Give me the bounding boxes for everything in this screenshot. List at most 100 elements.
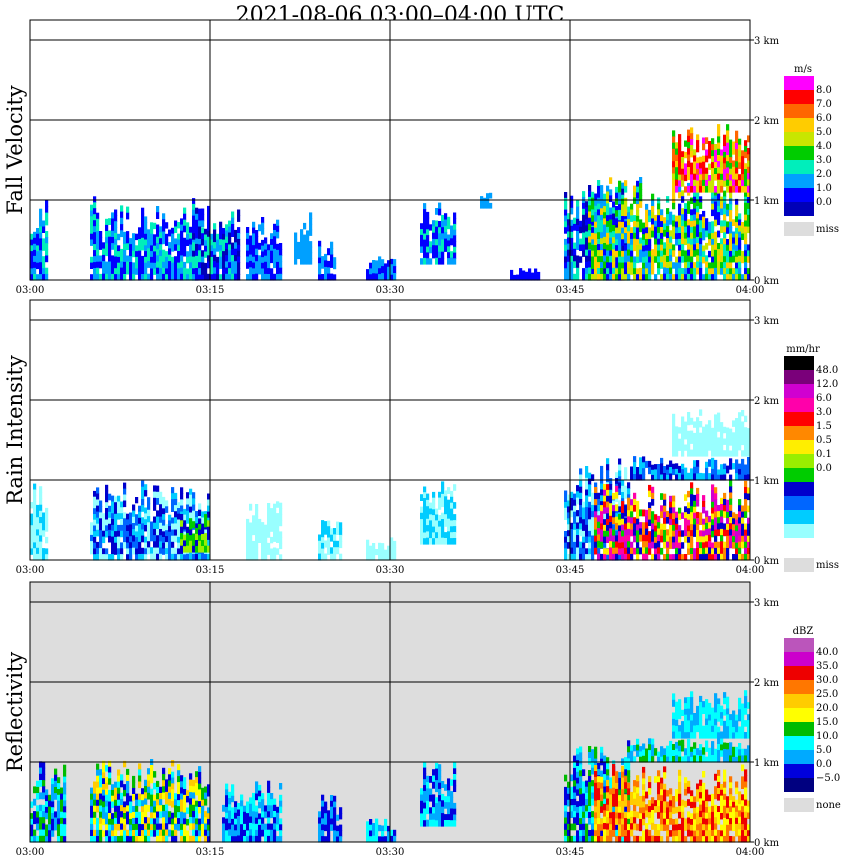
data-cell [51,784,55,791]
legend-swatch [784,510,814,524]
data-cell [228,268,232,275]
data-cell [696,417,700,425]
data-cell [108,766,112,774]
data-cell [723,250,727,257]
data-cell [441,781,445,788]
data-cell [96,781,100,789]
data-cell [177,256,181,264]
data-cell [165,239,169,246]
data-cell [204,817,208,825]
data-cell [564,227,568,234]
data-cell [450,257,454,265]
data-cell [279,249,283,256]
data-cell [597,209,601,216]
data-cell [675,173,679,181]
data-cell [741,553,745,561]
data-cell [384,274,388,281]
data-cell [741,222,745,229]
data-cell [60,817,64,825]
data-cell [744,541,748,549]
data-cell [441,257,445,265]
data-cell [702,216,706,224]
data-cell [600,262,604,269]
data-cell [162,786,166,794]
data-cell [99,231,103,238]
data-cell [255,793,259,801]
data-cell [642,509,646,517]
data-cell [744,174,748,182]
data-cell [117,530,121,538]
data-cell [63,818,67,825]
data-cell [297,253,301,260]
data-cell [621,227,625,235]
data-cell [624,233,628,240]
data-cell [594,215,598,223]
data-cell [444,213,448,221]
data-cell [648,250,652,258]
data-cell [621,812,625,820]
data-cell [432,220,436,228]
data-cell [144,239,148,246]
data-cell [426,512,430,520]
data-cell [621,795,625,802]
data-cell [255,230,259,237]
data-cell [138,799,142,807]
data-cell [192,516,196,524]
data-cell [144,823,148,831]
data-cell [435,526,439,533]
data-cell [609,509,613,517]
data-cell [624,547,628,555]
data-cell [132,788,136,795]
data-cell [264,811,268,819]
data-cell [180,267,184,275]
data-cell [684,554,688,561]
data-cell [690,150,694,158]
data-cell [570,786,574,794]
data-cell [594,256,598,264]
data-cell [204,228,208,236]
data-cell [111,519,115,526]
data-cell [306,236,310,243]
data-cell [126,231,130,238]
data-cell [645,516,649,523]
data-cell [453,526,457,533]
data-cell [711,463,715,470]
data-cell [120,273,124,281]
data-cell [336,814,340,821]
data-cell [177,812,181,819]
data-cell [114,519,118,526]
data-cell [720,547,724,555]
data-cell [420,788,424,796]
data-cell [321,274,325,281]
data-cell [741,274,745,281]
data-cell [606,829,610,837]
data-cell [261,811,265,819]
data-cell [309,218,313,225]
data-cell [159,529,163,536]
data-cell [732,147,736,155]
data-cell [303,222,307,230]
data-cell [624,274,628,281]
data-cell [441,806,445,814]
data-cell [135,525,139,532]
data-cell [645,203,649,211]
data-cell [738,553,742,561]
data-cell [39,220,43,228]
data-cell [123,536,127,543]
data-cell [684,433,688,440]
data-cell [681,474,685,481]
data-cell [705,179,709,187]
data-cell [189,546,193,553]
data-cell [591,492,595,500]
data-cell [690,536,694,543]
data-cell [264,267,268,275]
data-cell [729,474,733,481]
data-cell [33,817,37,825]
data-cell [105,806,109,813]
data-cell [162,780,166,787]
data-cell [711,450,715,457]
data-cell [612,207,616,214]
data-cell [639,201,643,208]
data-cell [153,782,157,790]
data-cell [663,529,667,537]
